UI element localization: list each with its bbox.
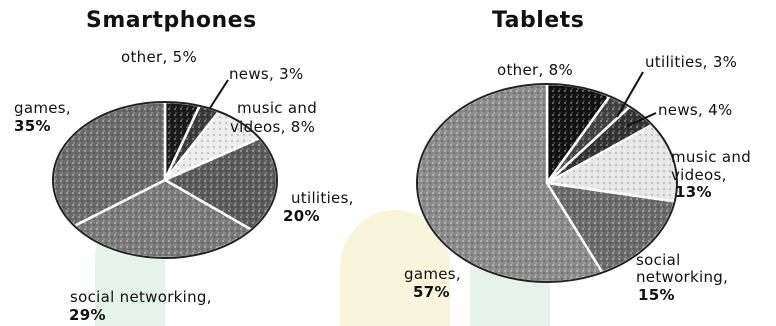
pie-slice-texture-tablets-3 <box>547 124 677 202</box>
label-smartphones-social-1: social networking, <box>70 288 212 306</box>
pie-slice-texture-smartphones-4 <box>74 180 252 259</box>
label-tablets-social-3: 15% <box>638 286 675 304</box>
label-tablets-other: other, 8% <box>497 61 573 79</box>
pie-slice-texture-tablets-2 <box>547 106 653 183</box>
chart-title-tablets: Tablets <box>492 8 585 33</box>
label-tablets-games-1: games, <box>404 265 461 283</box>
pie-slice-texture-tablets-1 <box>547 96 630 183</box>
label-smartphones-other: other, 5% <box>121 48 197 66</box>
label-tablets-music-3: 13% <box>675 183 712 201</box>
label-smartphones-utilities-1: utilities, <box>291 189 354 207</box>
label-tablets-games-2: 57% <box>413 283 450 301</box>
label-smartphones-games-2: 35% <box>14 117 51 135</box>
label-tablets-social-1: social <box>636 251 681 269</box>
pie-slice-texture-smartphones-3 <box>165 138 277 230</box>
pie-slice-texture-smartphones-2 <box>165 111 260 180</box>
leader-line-tablets-utilities <box>616 71 644 118</box>
label-smartphones-music-2: videos, 8% <box>230 118 316 136</box>
label-smartphones-social-2: 29% <box>69 306 106 324</box>
label-tablets-utilities: utilities, 3% <box>645 53 738 71</box>
label-smartphones-games-1: games, <box>14 99 71 117</box>
label-tablets-music-2: videos, <box>671 166 727 184</box>
chart-title-smartphones: Smartphones <box>86 8 257 33</box>
label-tablets-music-1: music and <box>671 148 752 166</box>
leader-line-smartphones-news <box>209 79 229 109</box>
label-smartphones-utilities-2: 20% <box>283 207 320 225</box>
leader-line-tablets-news <box>626 112 657 127</box>
label-smartphones-news: news, 3% <box>229 65 304 83</box>
label-smartphones-music-1: music and <box>237 99 318 117</box>
pie-outline-tablets <box>416 83 678 283</box>
pie-slice-texture-smartphones-5 <box>53 102 166 226</box>
pie-slice-texture-tablets-0 <box>547 84 610 183</box>
pie-slice-texture-tablets-5 <box>417 83 603 282</box>
label-tablets-news: news, 4% <box>658 101 733 119</box>
pie-slice-texture-tablets-4 <box>547 183 675 273</box>
label-tablets-social-2: networking, <box>636 268 729 286</box>
pie-outline-smartphones <box>52 101 278 259</box>
